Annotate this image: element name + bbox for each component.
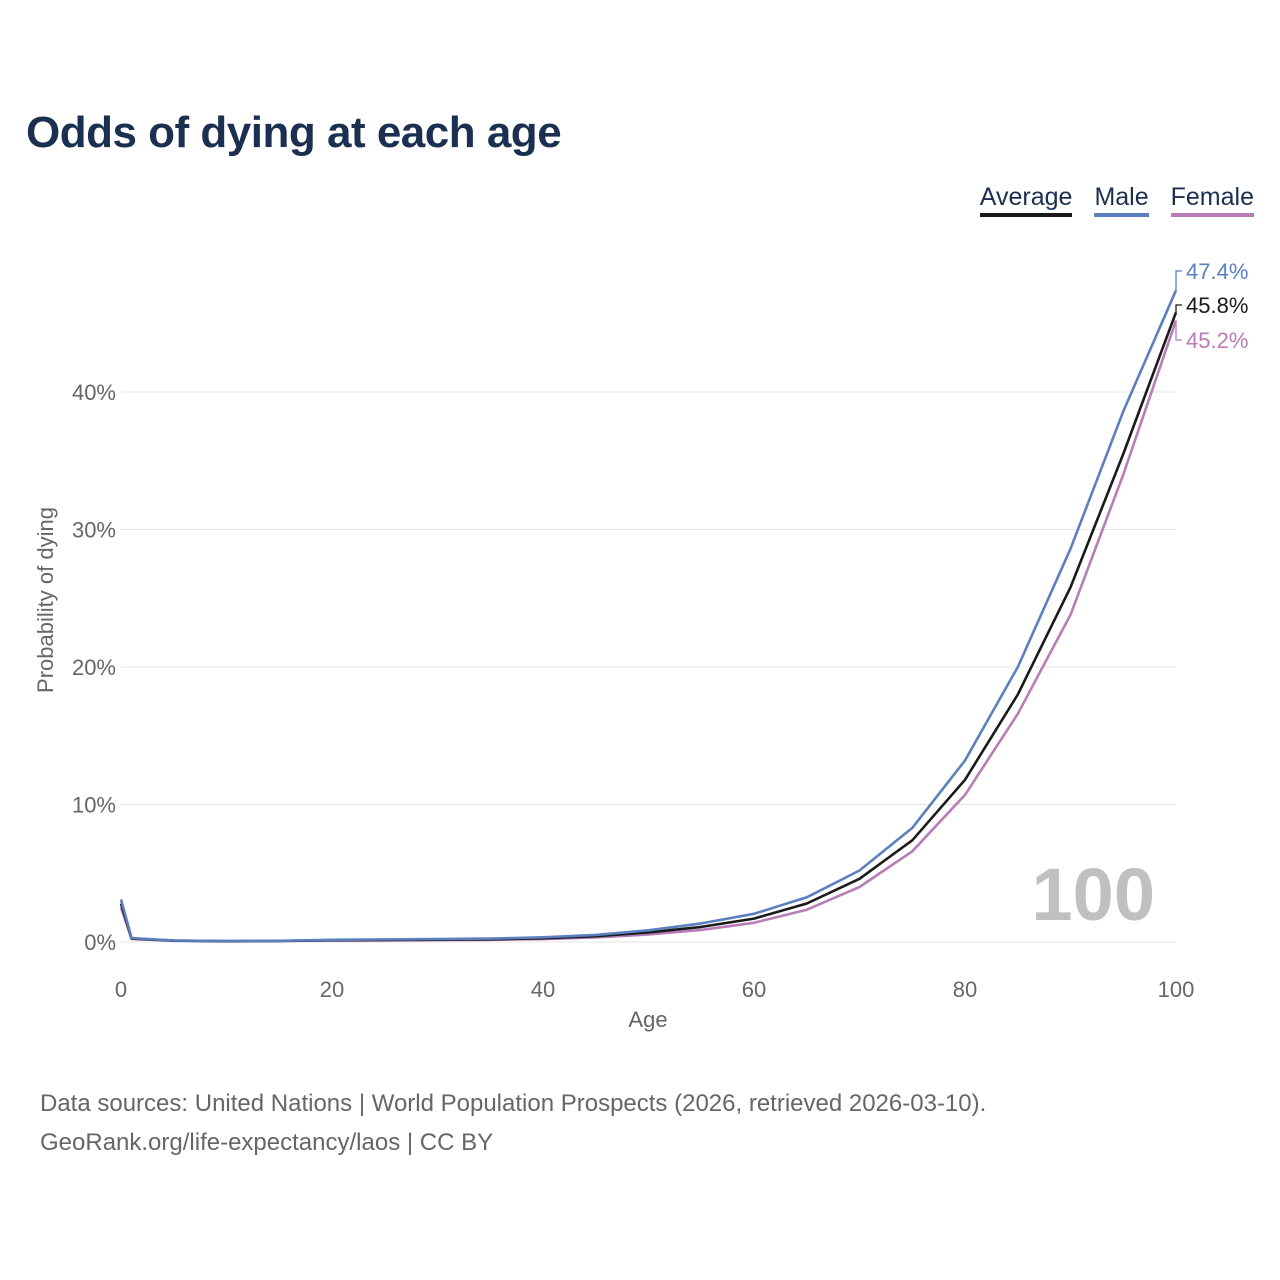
series-line-female: [119, 320, 1178, 943]
legend-female[interactable]: Female: [1170, 182, 1254, 217]
y-tick-label: 0%: [84, 930, 116, 955]
x-tick-label: 60: [742, 977, 766, 1002]
legend-average[interactable]: Average: [979, 182, 1073, 217]
legend: Average Male Female: [979, 182, 1254, 217]
end-label-male: 47.4%: [1186, 259, 1248, 284]
end-label-connector: [1175, 304, 1182, 313]
end-label-connector: [1175, 320, 1182, 341]
x-tick-label: 0: [115, 977, 127, 1002]
end-label-average: 45.8%: [1186, 293, 1248, 318]
x-tick-label: 20: [320, 977, 344, 1002]
series-line-average: [119, 311, 1178, 943]
y-tick-label: 30%: [72, 518, 116, 543]
y-tick-label: 20%: [72, 655, 116, 680]
x-tick-label: 40: [531, 977, 555, 1002]
source-link[interactable]: GeoRank.org/life-expectancy/laos | CC BY: [40, 1129, 494, 1156]
x-tick-label: 80: [953, 977, 977, 1002]
source-line: Data sources: United Nations | World Pop…: [40, 1090, 987, 1117]
x-tick-label: 100: [1158, 977, 1195, 1002]
source-notes: Data sources: United Nations | World Pop…: [40, 1084, 986, 1162]
watermark: 100: [1032, 853, 1155, 936]
series-line-male: [119, 289, 1178, 943]
y-tick-label: 40%: [72, 380, 116, 405]
chart-title: Odds of dying at each age: [26, 108, 562, 157]
line-chart: 0% 10% 20% 30% 40% 0 20 40 60 80 100 Age Probability…: [33, 259, 1248, 1032]
end-label-female: 45.2%: [1186, 328, 1248, 353]
end-label-connector: [1175, 270, 1182, 291]
legend-male[interactable]: Male: [1094, 182, 1149, 217]
y-tick-label: 10%: [72, 793, 116, 818]
x-axis-title: Age: [628, 1007, 667, 1032]
y-axis-title: Probability of dying: [33, 507, 58, 693]
